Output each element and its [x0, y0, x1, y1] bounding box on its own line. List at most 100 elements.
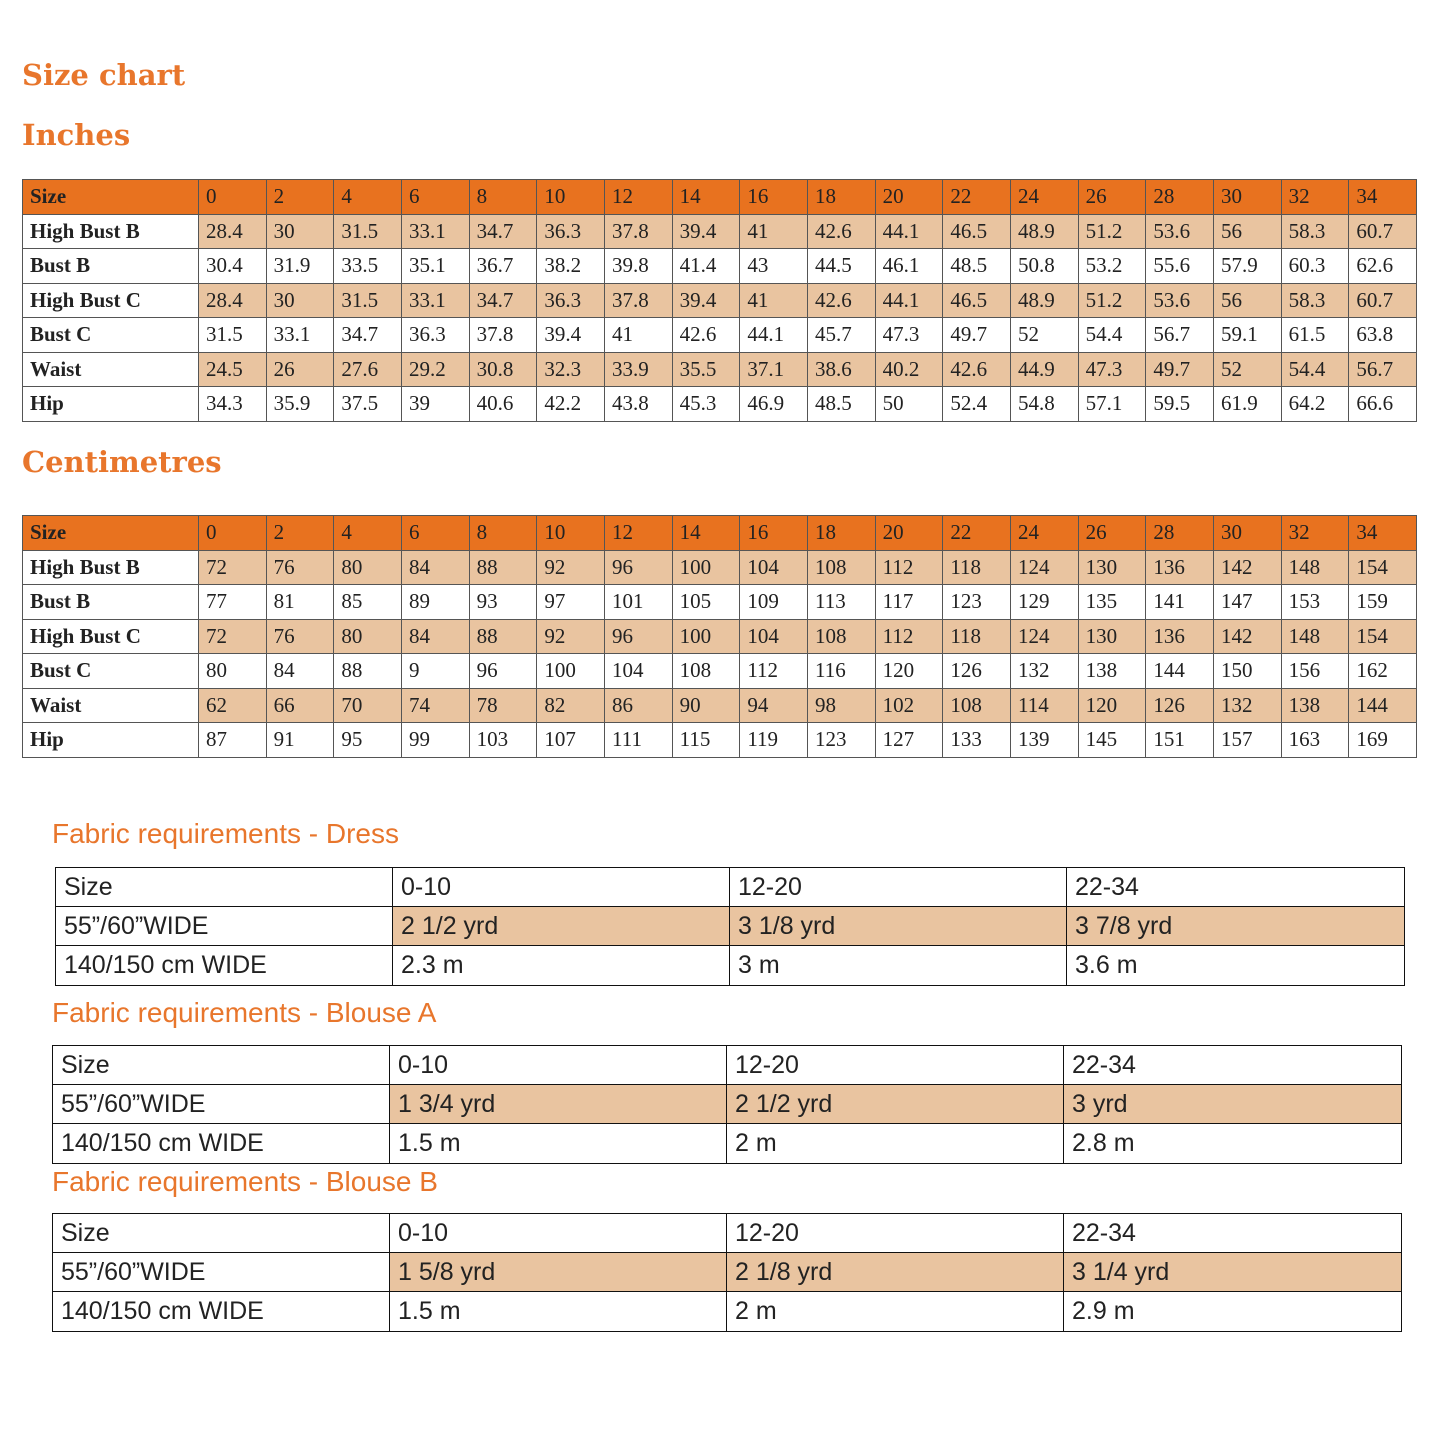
- table-cell: 53.6: [1145, 282, 1214, 318]
- section-heading: Fabric requirements - Dress: [52, 818, 399, 849]
- table-cell: 108: [942, 687, 1011, 723]
- table-cell: 145: [1077, 722, 1147, 758]
- table-cell: 124: [1010, 549, 1079, 585]
- table-cell: 38.6: [807, 351, 876, 387]
- header-cell: Size: [22, 515, 199, 551]
- table-cell: 41: [739, 213, 808, 249]
- table-cell: 45.3: [671, 386, 741, 422]
- table-cell: 36.3: [536, 282, 605, 318]
- table-cell: 116: [807, 653, 876, 689]
- header-cell: 14: [671, 179, 741, 215]
- table-cell: 123: [807, 722, 876, 758]
- header-cell: 8: [468, 515, 538, 551]
- table-cell: 132: [1213, 687, 1282, 723]
- table-cell: 135: [1077, 584, 1147, 620]
- table-cell: 33.1: [265, 317, 335, 353]
- table-cell: 56: [1213, 213, 1282, 249]
- header-cell: 16: [739, 515, 808, 551]
- table-cell: 48.5: [942, 248, 1011, 284]
- table-cell: 60.7: [1348, 282, 1417, 318]
- header-cell: 32: [1280, 515, 1350, 551]
- row-label: Waist: [22, 351, 199, 387]
- table-cell: 117: [874, 584, 944, 620]
- table-cell: 1.5 m: [389, 1291, 728, 1332]
- table-cell: 141: [1145, 584, 1214, 620]
- header-cell: 4: [333, 179, 402, 215]
- table-cell: 34.3: [198, 386, 267, 422]
- table-cell: 31.9: [265, 248, 335, 284]
- table-cell: 42.2: [536, 386, 605, 422]
- table-cell: 80: [333, 618, 402, 654]
- table-cell: 97: [536, 584, 605, 620]
- table-cell: 86: [604, 687, 673, 723]
- header-cell: 4: [333, 515, 402, 551]
- table-cell: 22-34: [1063, 1045, 1402, 1086]
- row-label: 140/150 cm WIDE: [52, 1291, 391, 1332]
- table-cell: 72: [198, 618, 267, 654]
- table-cell: 150: [1213, 653, 1282, 689]
- table-cell: 48.9: [1010, 213, 1079, 249]
- table-cell: 153: [1280, 584, 1350, 620]
- section-heading: Centimetres: [22, 445, 222, 479]
- table-cell: 132: [1010, 653, 1079, 689]
- table-cell: 2 m: [726, 1123, 1065, 1164]
- table-cell: 142: [1213, 549, 1282, 585]
- table-cell: 31.5: [333, 282, 402, 318]
- table-cell: 103: [468, 722, 538, 758]
- table-cell: 2 1/2 yrd: [726, 1084, 1065, 1125]
- table-cell: 54.8: [1010, 386, 1079, 422]
- table-cell: 3 yrd: [1063, 1084, 1402, 1125]
- table-cell: 124: [1010, 618, 1079, 654]
- table-cell: 72: [198, 549, 267, 585]
- row-label: Size: [55, 867, 394, 908]
- table-cell: 84: [265, 653, 335, 689]
- table-cell: 52: [1213, 351, 1282, 387]
- table-cell: 113: [807, 584, 876, 620]
- table-cell: 78: [468, 687, 538, 723]
- table-cell: 1.5 m: [389, 1123, 728, 1164]
- table-cell: 48.9: [1010, 282, 1079, 318]
- table-cell: 0-10: [392, 867, 731, 908]
- table-cell: 74: [401, 687, 470, 723]
- table-cell: 47.3: [1077, 351, 1147, 387]
- table-cell: 43: [739, 248, 808, 284]
- table-cell: 130: [1077, 549, 1147, 585]
- table-cell: 3 1/4 yrd: [1063, 1252, 1402, 1293]
- table-cell: 98: [807, 687, 876, 723]
- table-cell: 108: [807, 618, 876, 654]
- table-cell: 108: [671, 653, 741, 689]
- table-cell: 154: [1348, 618, 1417, 654]
- table-cell: 52: [1010, 317, 1079, 353]
- table-cell: 80: [333, 549, 402, 585]
- table-cell: 62.6: [1348, 248, 1417, 284]
- table-cell: 32.3: [536, 351, 605, 387]
- table-cell: 111: [604, 722, 673, 758]
- table-cell: 104: [739, 618, 808, 654]
- table-cell: 1 3/4 yrd: [389, 1084, 728, 1125]
- table-cell: 89: [401, 584, 470, 620]
- table-cell: 60.7: [1348, 213, 1417, 249]
- table-cell: 138: [1280, 687, 1350, 723]
- table-cell: 2 1/8 yrd: [726, 1252, 1065, 1293]
- table-cell: 37.1: [739, 351, 808, 387]
- table-cell: 31.5: [198, 317, 267, 353]
- table-cell: 42.6: [807, 213, 876, 249]
- table-cell: 39: [401, 386, 470, 422]
- table-cell: 12-20: [729, 867, 1068, 908]
- table-cell: 51.2: [1077, 213, 1147, 249]
- table-cell: 56: [1213, 282, 1282, 318]
- table-cell: 44.1: [874, 213, 944, 249]
- table-cell: 127: [874, 722, 944, 758]
- table-cell: 93: [468, 584, 538, 620]
- table-cell: 56.7: [1145, 317, 1214, 353]
- table-cell: 61.5: [1280, 317, 1350, 353]
- table-cell: 52.4: [942, 386, 1011, 422]
- table-cell: 12-20: [726, 1045, 1065, 1086]
- table-cell: 118: [942, 549, 1011, 585]
- table-cell: 162: [1348, 653, 1417, 689]
- table-cell: 44.1: [874, 282, 944, 318]
- row-label: Hip: [22, 722, 199, 758]
- header-cell: 30: [1213, 179, 1282, 215]
- table-cell: 90: [671, 687, 741, 723]
- header-cell: 6: [401, 515, 470, 551]
